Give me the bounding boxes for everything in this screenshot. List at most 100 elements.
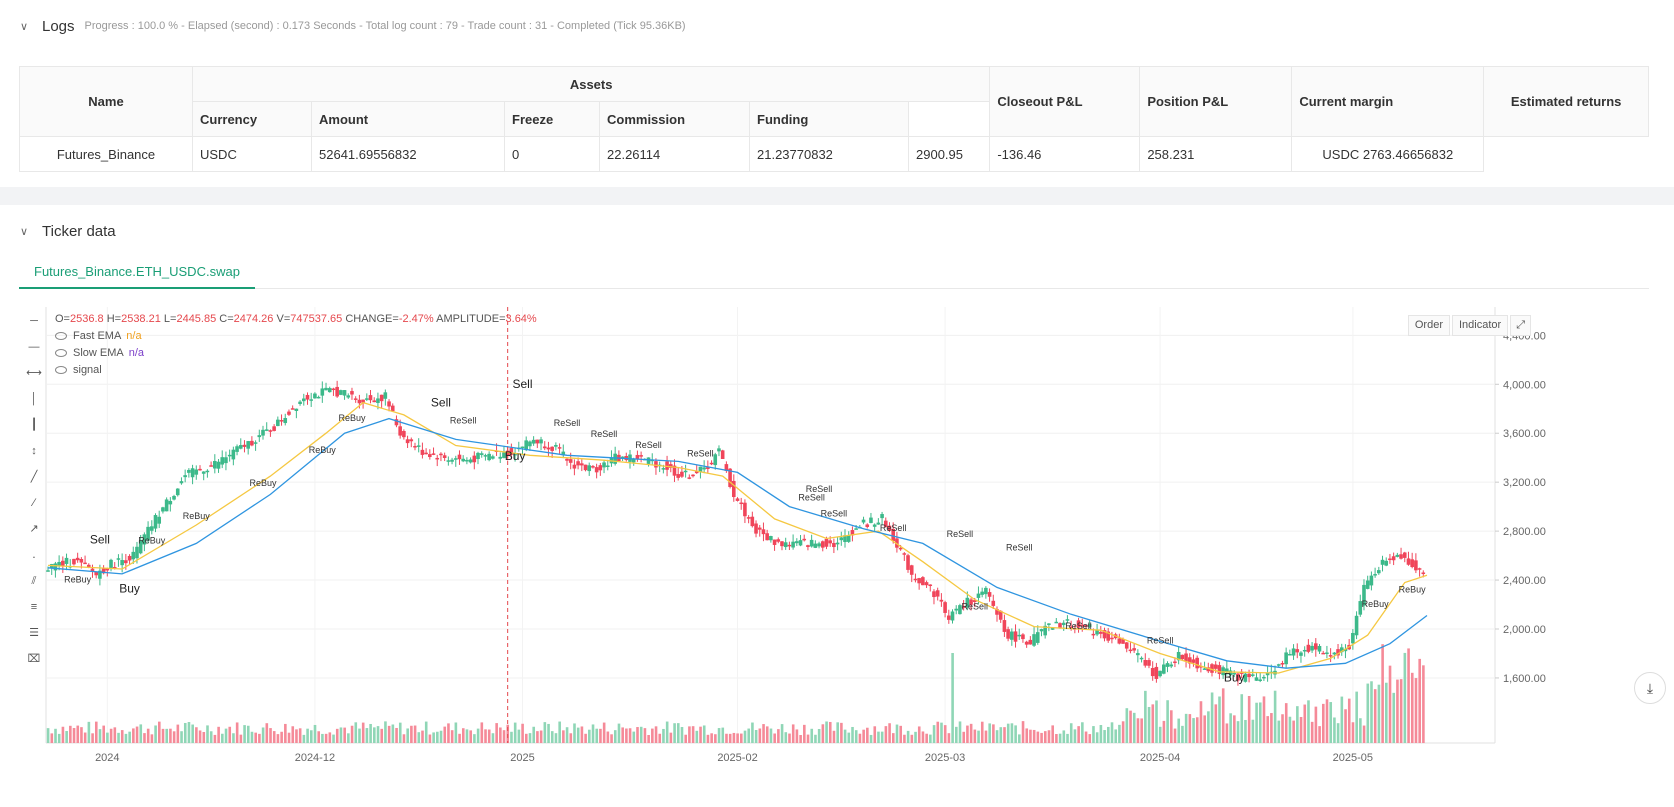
change-value: -2.47%	[398, 313, 434, 325]
candle-body	[1017, 634, 1022, 637]
volume-bar	[191, 724, 194, 743]
candle-body	[1139, 657, 1144, 660]
scroll-top-icon[interactable]: ⤓	[1634, 672, 1666, 704]
volume-bar	[684, 734, 688, 743]
candle-body	[1058, 623, 1062, 628]
volume-bar	[673, 723, 676, 743]
candle-body	[928, 584, 933, 587]
ticker-header[interactable]: ∨ Ticker data	[20, 219, 126, 243]
price-range-icon[interactable]: ↕	[31, 445, 37, 457]
indicator-button[interactable]: Indicator	[1451, 315, 1509, 336]
candlestick-chart[interactable]: 4,400.004,000.003,600.003,200.002,800.00…	[19, 307, 1649, 807]
fib-icon[interactable]: ☰	[29, 627, 39, 639]
candle-body	[872, 524, 877, 527]
candle-body	[331, 388, 336, 391]
volume-bar	[313, 724, 317, 743]
eye-icon[interactable]	[55, 332, 67, 340]
logs-header[interactable]: ∨ Logs Progress : 100.0 % - Elapsed (sec…	[20, 14, 686, 38]
candle-body	[580, 463, 584, 466]
volume-bar	[1373, 689, 1377, 743]
candle-body	[1065, 619, 1070, 621]
candle-body	[735, 498, 740, 501]
candle-body	[913, 578, 918, 581]
candle-body	[1180, 654, 1185, 660]
volume-bar	[814, 734, 817, 743]
volume-bar	[658, 733, 662, 743]
candle-body	[917, 578, 921, 584]
trend-line-icon[interactable]: ╱	[30, 471, 38, 483]
volume-bar	[476, 728, 480, 743]
rebuy-label: ReBuy	[249, 478, 277, 488]
volume-bar	[228, 726, 232, 743]
candle-body	[509, 448, 514, 455]
crosshair-icon[interactable]: ─	[30, 315, 38, 327]
volume-bar	[1081, 722, 1084, 743]
arrow-line-icon[interactable]: ↗	[29, 523, 39, 535]
price-line-icon[interactable]: ․	[32, 549, 36, 561]
candle-body	[954, 608, 959, 611]
line-segment-icon[interactable]: ∕	[33, 497, 35, 509]
order-button[interactable]: Order	[1407, 315, 1450, 336]
assets-group-header: Assets	[191, 66, 991, 102]
candle-body	[720, 450, 725, 459]
candle-body	[346, 395, 351, 398]
trash-icon[interactable]: ⌧	[27, 653, 41, 665]
candle-body	[869, 517, 873, 523]
volume-bar	[502, 730, 506, 743]
tab-eth-usdc-swap[interactable]: Futures_Binance.ETH_USDC.swap	[19, 256, 255, 289]
collapse-caret-icon[interactable]: ∨	[20, 225, 29, 238]
candle-body	[276, 419, 280, 427]
expand-icon[interactable]: ⤢	[1510, 315, 1531, 336]
multi-channel-icon[interactable]: ≡	[30, 601, 38, 613]
volume-bar	[717, 728, 721, 743]
volume-bar	[843, 729, 847, 743]
volume-bar	[840, 722, 843, 743]
volume-bar	[576, 727, 580, 743]
candle-body	[1310, 645, 1314, 651]
candle-body	[998, 610, 1003, 620]
vertical-segment-icon[interactable]: ┃	[30, 419, 38, 431]
volume-bar	[810, 728, 814, 743]
legend-slow-ema[interactable]: Slow EMA n/a	[55, 347, 537, 359]
legend-signal[interactable]: signal	[55, 364, 537, 376]
horizontal-line-icon[interactable]: —	[28, 341, 40, 353]
candle-body	[190, 468, 195, 478]
candle-body	[357, 399, 362, 404]
volume-bar	[777, 729, 780, 743]
candle-body	[542, 446, 547, 449]
candle-body	[691, 474, 695, 477]
volume-bar	[1018, 734, 1021, 743]
candle-body	[198, 468, 202, 471]
chart-area[interactable]: 4,400.00 4,000.00 3,600.00 3,200.00 2,800.00…	[19, 307, 1649, 807]
volume-bar	[754, 729, 758, 743]
ray-icon[interactable]: ⟷	[26, 367, 42, 379]
candle-body	[709, 462, 714, 465]
candle-body	[183, 475, 187, 478]
candle-body	[958, 605, 962, 615]
volume-bar	[428, 734, 432, 743]
volume-bar	[966, 725, 969, 743]
candle-body	[290, 408, 295, 410]
candle-body	[257, 435, 262, 438]
candle-body	[1202, 668, 1207, 670]
volume-bar	[195, 727, 198, 743]
volume-bar	[821, 724, 825, 743]
candle-body	[420, 449, 425, 455]
eye-icon[interactable]	[55, 366, 67, 374]
vertical-line-icon[interactable]: │	[30, 393, 38, 405]
parallel-channel-icon[interactable]: ⫽	[31, 575, 37, 587]
resell-label: ReSell	[880, 523, 907, 533]
candle-body	[883, 520, 888, 528]
volume-bar	[936, 721, 940, 743]
volume-bar	[925, 733, 928, 743]
candle-body	[1069, 626, 1073, 629]
col-estimated-returns: Estimated returns	[1483, 66, 1649, 137]
candle-body	[453, 458, 458, 460]
candle-body	[342, 390, 347, 396]
candle-body	[924, 582, 929, 586]
collapse-caret-icon[interactable]: ∨	[20, 20, 29, 33]
eye-icon[interactable]	[55, 349, 67, 357]
volume-bar	[124, 733, 128, 743]
volume-bar	[1207, 711, 1210, 743]
legend-fast-ema[interactable]: Fast EMA n/a	[55, 330, 537, 342]
